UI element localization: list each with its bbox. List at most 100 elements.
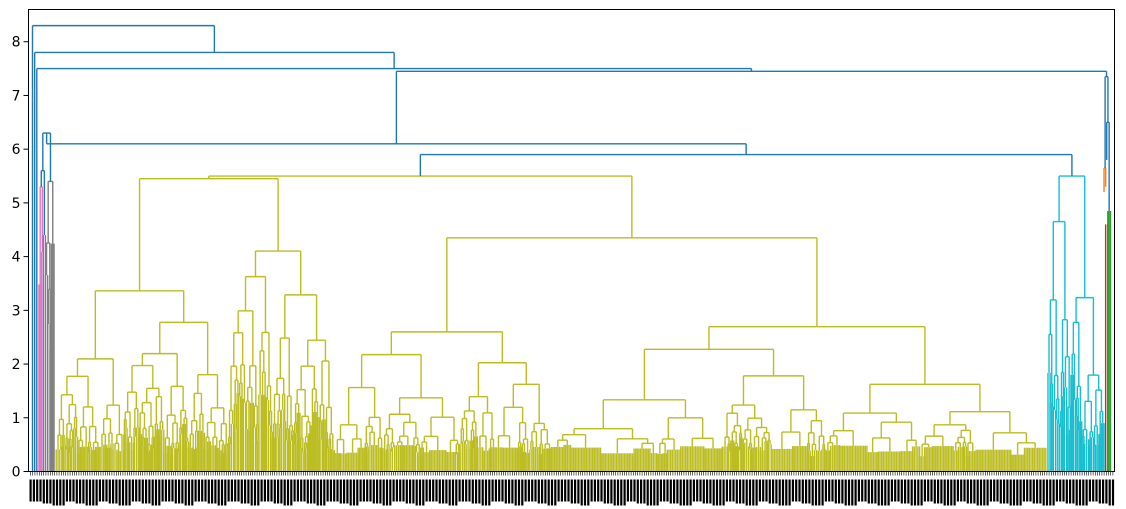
x-tick-label-glyph bbox=[811, 479, 814, 506]
x-tick-label-glyph bbox=[498, 479, 501, 502]
x-tick-label-glyph bbox=[194, 479, 197, 502]
x-tick-label-glyph bbox=[88, 479, 92, 506]
x-tick-label-glyph bbox=[326, 479, 329, 502]
x-tick-label-glyph bbox=[692, 479, 695, 502]
x-tick-label-glyph bbox=[953, 479, 956, 506]
x-tick-label-glyph bbox=[781, 479, 785, 506]
x-tick-label-glyph bbox=[1045, 479, 1049, 506]
x-tick-label-glyph bbox=[151, 479, 154, 506]
x-tick-label-glyph bbox=[946, 479, 950, 506]
x-tick-label-glyph bbox=[105, 479, 108, 502]
x-tick-label-glyph bbox=[428, 479, 431, 502]
x-tick-label-glyph bbox=[887, 479, 890, 506]
x-tick-label-glyph bbox=[36, 479, 39, 502]
x-tick-label-glyph bbox=[283, 479, 286, 506]
x-tick-label-glyph bbox=[940, 479, 943, 504]
x-tick-label-glyph bbox=[739, 479, 742, 504]
x-tick-label-glyph bbox=[847, 479, 851, 506]
x-tick-label-glyph bbox=[643, 479, 646, 504]
x-tick-label-glyph bbox=[392, 479, 395, 502]
x-tick-label-glyph bbox=[237, 479, 240, 502]
y-tick-label: 1 bbox=[12, 411, 21, 427]
x-tick-label-glyph bbox=[828, 479, 831, 502]
x-tick-label-glyph bbox=[801, 479, 804, 504]
x-tick-label-glyph bbox=[960, 479, 963, 502]
x-tick-label-glyph bbox=[412, 479, 415, 504]
x-tick-label-glyph bbox=[204, 479, 207, 502]
x-tick-label-glyph bbox=[455, 479, 458, 506]
x-tick-label-glyph bbox=[1039, 479, 1042, 504]
x-tick-label-glyph bbox=[32, 479, 35, 502]
x-tick-label-glyph bbox=[270, 479, 273, 502]
x-tick-label-glyph bbox=[52, 479, 55, 506]
x-tick-label-glyph bbox=[1088, 479, 1091, 502]
x-tick-label-glyph bbox=[306, 479, 309, 504]
x-tick-label-glyph bbox=[319, 479, 323, 506]
x-tick-label-glyph bbox=[352, 479, 356, 506]
y-tick-label: 7 bbox=[12, 88, 21, 104]
x-tick-label-glyph bbox=[577, 479, 580, 504]
x-tick-label-glyph bbox=[729, 479, 732, 502]
x-tick-label-glyph bbox=[230, 479, 233, 502]
x-tick-label-glyph bbox=[1069, 479, 1072, 504]
x-tick-label-glyph bbox=[550, 479, 554, 506]
x-tick-label-glyph bbox=[1019, 479, 1022, 506]
x-tick-label-glyph bbox=[752, 479, 755, 506]
x-tick-label-glyph bbox=[913, 479, 917, 506]
x-axis bbox=[29, 471, 1115, 506]
x-tick-label-glyph bbox=[451, 479, 455, 506]
x-tick-label-glyph bbox=[300, 479, 303, 502]
x-tick-label-glyph bbox=[379, 479, 382, 504]
x-tick-label-glyph bbox=[861, 479, 864, 502]
x-tick-label-glyph bbox=[1059, 479, 1062, 502]
x-tick-label-glyph bbox=[851, 479, 854, 506]
x-tick-label-glyph bbox=[168, 479, 171, 502]
x-tick-label-glyph bbox=[775, 479, 778, 504]
x-tick-label-glyph bbox=[184, 479, 187, 506]
x-tick-label-glyph bbox=[72, 479, 75, 502]
x-tick-label-glyph bbox=[323, 479, 326, 506]
x-tick-label-glyph bbox=[600, 479, 603, 502]
x-tick-label-glyph bbox=[333, 479, 336, 502]
x-tick-label-glyph bbox=[511, 479, 514, 504]
x-tick-label-glyph bbox=[402, 479, 405, 502]
x-tick-label-glyph bbox=[653, 479, 656, 506]
x-tick-label-glyph bbox=[1016, 479, 1019, 506]
x-tick-label-glyph bbox=[468, 479, 471, 502]
x-tick-label-glyph bbox=[336, 479, 339, 502]
x-tick-label-glyph bbox=[623, 479, 626, 506]
x-tick-label-glyph bbox=[937, 479, 940, 504]
x-tick-label-glyph bbox=[1102, 479, 1105, 504]
x-tick-label-glyph bbox=[461, 479, 464, 502]
x-tick-label-glyph bbox=[854, 479, 857, 506]
x-tick-label-glyph bbox=[260, 479, 263, 502]
x-tick-label-glyph bbox=[432, 479, 435, 502]
x-tick-label-glyph bbox=[524, 479, 527, 502]
x-tick-label-glyph bbox=[1055, 479, 1058, 502]
x-tick-label-glyph bbox=[39, 479, 42, 502]
x-tick-label-glyph bbox=[197, 479, 200, 502]
x-tick-label-glyph bbox=[171, 479, 174, 502]
x-tick-label-glyph bbox=[1075, 479, 1078, 506]
x-tick-label-glyph bbox=[669, 479, 672, 504]
x-tick-label-glyph bbox=[187, 479, 191, 506]
x-tick-label-glyph bbox=[673, 479, 676, 504]
x-tick-label-glyph bbox=[422, 479, 425, 506]
x-tick-label-glyph bbox=[220, 479, 224, 506]
x-tick-label-glyph bbox=[339, 479, 342, 504]
x-tick-label-glyph bbox=[659, 479, 662, 502]
x-tick-label-glyph bbox=[356, 479, 359, 506]
x-tick-label-glyph bbox=[541, 479, 544, 504]
x-tick-label-glyph bbox=[313, 479, 316, 504]
x-tick-label-glyph bbox=[788, 479, 791, 506]
x-tick-label-glyph bbox=[808, 479, 811, 504]
x-tick-label-glyph bbox=[910, 479, 913, 506]
x-tick-label-glyph bbox=[1026, 479, 1029, 502]
x-tick-label-glyph bbox=[1092, 479, 1095, 502]
x-tick-label-glyph bbox=[1052, 479, 1055, 506]
x-tick-label-glyph bbox=[824, 479, 827, 502]
x-tick-label-glyph bbox=[778, 479, 781, 506]
x-tick-label-glyph bbox=[834, 479, 837, 504]
x-tick-label-glyph bbox=[369, 479, 372, 502]
dendrogram-links bbox=[31, 24, 1112, 472]
